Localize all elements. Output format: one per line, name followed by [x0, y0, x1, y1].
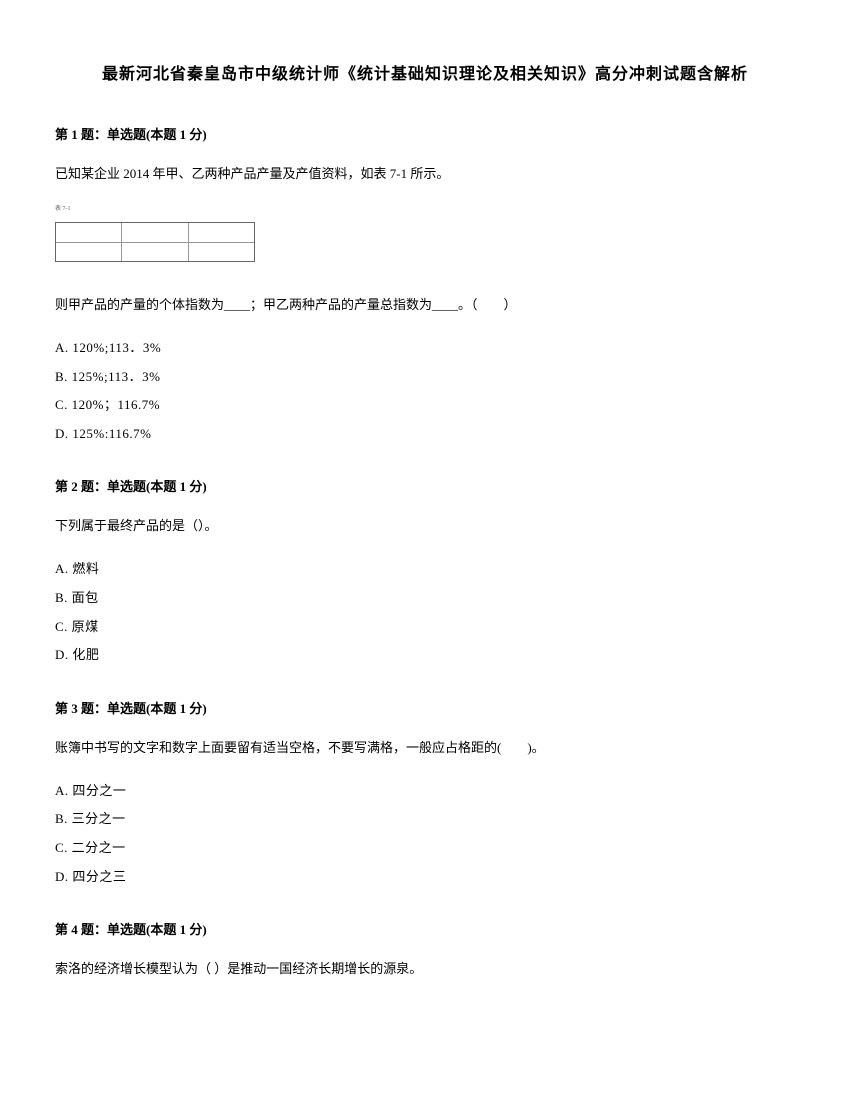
question-number: 第 1 题： — [55, 127, 107, 142]
question-text: 已知某企业 2014 年甲、乙两种产品产量及产值资料，如表 7-1 所示。 — [55, 161, 795, 187]
option-c: C. 二分之一 — [55, 834, 795, 863]
question-text: 索洛的经济增长模型认为（ ）是推动一国经济长期增长的源泉。 — [55, 956, 795, 982]
question-type: 单选题 — [107, 701, 146, 716]
option-a: A. 120%;113．3% — [55, 334, 795, 363]
question-header: 第 1 题：单选题(本题 1 分) — [55, 124, 795, 143]
option-c: C. 120%；116.7% — [55, 391, 795, 420]
question-type: 单选题 — [107, 127, 146, 142]
question-header: 第 3 题：单选题(本题 1 分) — [55, 698, 795, 717]
question-number: 第 3 题： — [55, 701, 107, 716]
option-c: C. 原煤 — [55, 613, 795, 642]
option-b: B. 三分之一 — [55, 805, 795, 834]
question-text-2: 则甲产品的产量的个体指数为____；甲乙两种产品的产量总指数为____。（ ） — [55, 292, 795, 318]
question-text: 下列属于最终产品的是（）。 — [55, 513, 795, 539]
option-d: D. 125%:116.7% — [55, 420, 795, 449]
option-d: D. 化肥 — [55, 641, 795, 670]
question-2: 第 2 题：单选题(本题 1 分) 下列属于最终产品的是（）。 A. 燃料 B.… — [55, 476, 795, 669]
question-number: 第 2 题： — [55, 479, 107, 494]
question-type: 单选题 — [107, 479, 146, 494]
option-b: B. 125%;113．3% — [55, 363, 795, 392]
question-number: 第 4 题： — [55, 922, 107, 937]
document-title: 最新河北省秦皇岛市中级统计师《统计基础知识理论及相关知识》高分冲刺试题含解析 — [55, 60, 795, 84]
question-3: 第 3 题：单选题(本题 1 分) 账簿中书写的文字和数字上面要留有适当空格，不… — [55, 698, 795, 891]
question-header: 第 4 题：单选题(本题 1 分) — [55, 919, 795, 938]
question-header: 第 2 题：单选题(本题 1 分) — [55, 476, 795, 495]
question-1: 第 1 题：单选题(本题 1 分) 已知某企业 2014 年甲、乙两种产品产量及… — [55, 124, 795, 448]
question-points: (本题 1 分) — [146, 922, 207, 937]
question-points: (本题 1 分) — [146, 701, 207, 716]
option-a: A. 四分之一 — [55, 777, 795, 806]
option-b: B. 面包 — [55, 584, 795, 613]
question-text: 账簿中书写的文字和数字上面要留有适当空格，不要写满格，一般应占格距的( )。 — [55, 735, 795, 761]
question-type: 单选题 — [107, 922, 146, 937]
data-table — [55, 222, 255, 262]
table-label: 表 7-1 — [55, 203, 795, 212]
option-a: A. 燃料 — [55, 555, 795, 584]
question-points: (本题 1 分) — [146, 479, 207, 494]
question-points: (本题 1 分) — [146, 127, 207, 142]
question-4: 第 4 题：单选题(本题 1 分) 索洛的经济增长模型认为（ ）是推动一国经济长… — [55, 919, 795, 982]
option-d: D. 四分之三 — [55, 863, 795, 892]
